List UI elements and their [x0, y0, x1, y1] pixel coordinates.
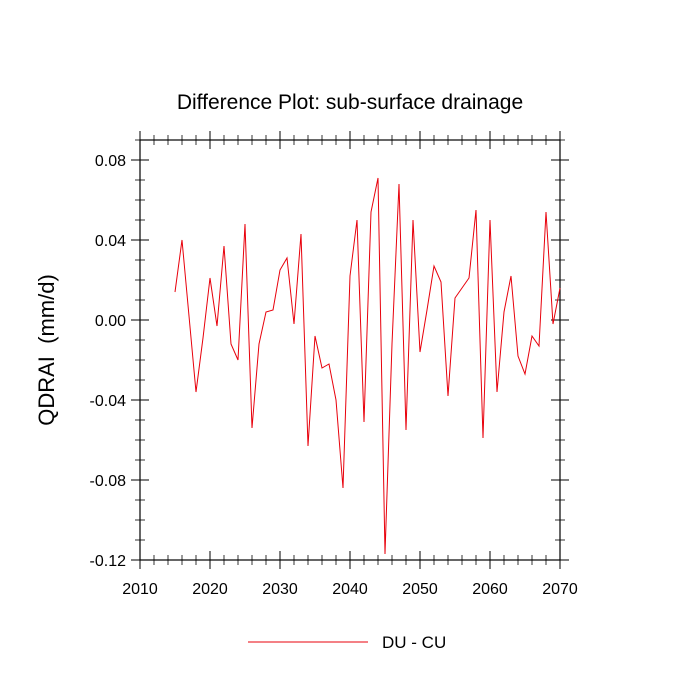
y-tick-label: 0.00: [95, 313, 126, 330]
x-tick-label: 2060: [472, 581, 508, 598]
plot-frame: [139, 139, 561, 561]
y-tick-label: -0.04: [90, 393, 127, 410]
x-tick-label: 2070: [542, 581, 578, 598]
chart-title: Difference Plot: sub-surface drainage: [177, 91, 523, 114]
series-group: [174, 177, 561, 555]
y-tick-label: 0.08: [95, 153, 126, 170]
x-tick-label: 2030: [262, 581, 298, 598]
x-tick-label: 2040: [332, 581, 368, 598]
x-tick-label: 2050: [402, 581, 438, 598]
y-axis-label: QDRAI (mm/d): [34, 274, 59, 426]
y-tick-label: 0.04: [95, 233, 126, 250]
series-line-du-minus-cu: [174, 177, 561, 555]
legend: DU - CU: [248, 633, 446, 652]
x-tick-labels: 2010 2020 2030 2040 2050 2060 2070: [122, 581, 578, 598]
legend-label: DU - CU: [382, 633, 446, 652]
x-tick-label: 2020: [192, 581, 228, 598]
x-tick-label: 2010: [122, 581, 158, 598]
y-tick-label: -0.12: [90, 553, 127, 570]
y-tick-label: -0.08: [90, 473, 127, 490]
axis-ticks: [131, 131, 569, 569]
y-tick-labels: 0.08 0.04 0.00 -0.04 -0.08 -0.12: [90, 153, 127, 570]
